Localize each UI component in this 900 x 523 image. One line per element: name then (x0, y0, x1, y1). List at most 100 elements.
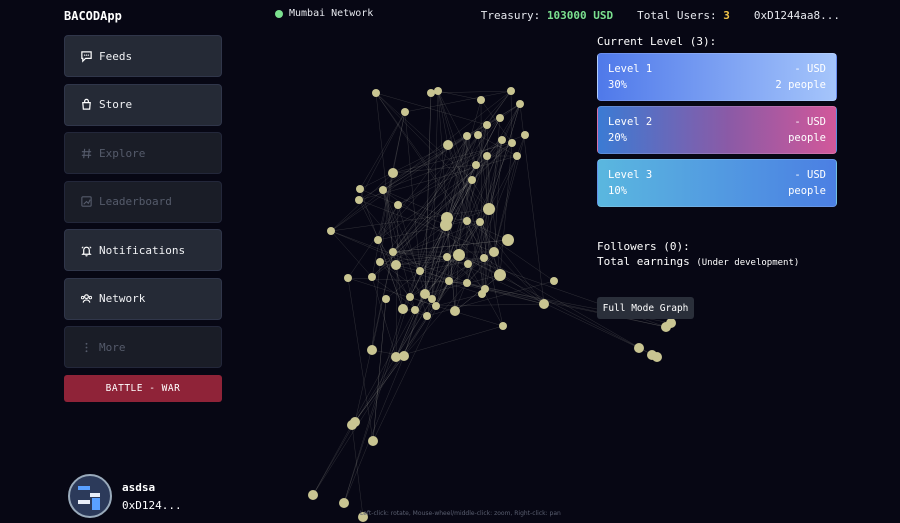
graph-edge (454, 274, 501, 312)
graph-node[interactable] (450, 306, 460, 316)
graph-node[interactable] (434, 87, 442, 95)
graph-edge (454, 274, 501, 312)
sidebar-item-leaderboard[interactable]: Leaderboard (64, 180, 222, 223)
graph-node[interactable] (358, 512, 368, 522)
graph-node[interactable] (496, 114, 504, 122)
graph-node[interactable] (513, 152, 521, 160)
sidebar-item-feeds[interactable]: Feeds (64, 35, 222, 77)
graph-node[interactable] (411, 306, 419, 314)
graph-node[interactable] (463, 132, 471, 140)
graph-node[interactable] (477, 96, 485, 104)
graph-node[interactable] (368, 273, 376, 281)
graph-edge (392, 142, 513, 174)
graph-node[interactable] (507, 87, 515, 95)
graph-node[interactable] (499, 322, 507, 330)
graph-node[interactable] (376, 258, 384, 266)
sidebar-item-store[interactable]: Store (64, 83, 222, 126)
graph-edge (397, 204, 426, 295)
level-card-3[interactable]: Level 3 10% - USD people (597, 159, 837, 207)
level-card-1[interactable]: Level 1 30% - USD 2 people (597, 53, 837, 101)
graph-node[interactable] (367, 345, 377, 355)
graph-node[interactable] (420, 289, 430, 299)
user-profile[interactable]: asdsa 0xD124... (68, 474, 182, 518)
graph-node[interactable] (394, 201, 402, 209)
graph-node[interactable] (344, 274, 352, 282)
graph-node[interactable] (634, 343, 644, 353)
graph-node[interactable] (464, 260, 472, 268)
sidebar-item-more[interactable]: More (64, 326, 222, 368)
graph-node[interactable] (494, 269, 506, 281)
graph-node[interactable] (476, 218, 484, 226)
graph-node[interactable] (480, 254, 488, 262)
graph-node[interactable] (389, 248, 397, 256)
level-card-2[interactable]: Level 2 20% - USD people (597, 106, 837, 154)
graph-node[interactable] (427, 89, 435, 97)
graph-node[interactable] (443, 253, 451, 261)
graph-edge (486, 90, 512, 126)
sidebar-item-network[interactable]: Network (64, 277, 222, 320)
graph-node[interactable] (406, 293, 414, 301)
graph-node[interactable] (666, 318, 676, 328)
level-percent: 30% (608, 79, 627, 91)
graph-node[interactable] (388, 168, 398, 178)
graph-node[interactable] (652, 352, 662, 362)
graph-node[interactable] (379, 186, 387, 194)
graph-node[interactable] (463, 279, 471, 287)
graph-node[interactable] (391, 260, 401, 270)
graph-edge (435, 221, 481, 307)
graph-node[interactable] (468, 176, 476, 184)
graph-node[interactable] (440, 219, 452, 231)
graph-node[interactable] (399, 351, 409, 361)
wallet-address[interactable]: 0xD1244aa8... (753, 9, 840, 22)
graph-node[interactable] (483, 121, 491, 129)
graph-node[interactable] (391, 352, 401, 362)
graph-node[interactable] (423, 312, 431, 320)
graph-node[interactable] (401, 108, 409, 116)
graph-edge (359, 111, 406, 190)
graph-node[interactable] (398, 304, 408, 314)
graph-edge (358, 103, 521, 201)
graph-node[interactable] (498, 136, 506, 144)
graph-node[interactable] (516, 100, 524, 108)
graph-node[interactable] (481, 285, 489, 293)
graph-node[interactable] (372, 89, 380, 97)
graph-node[interactable] (502, 234, 514, 246)
graph-node[interactable] (428, 295, 436, 303)
graph-node[interactable] (355, 196, 363, 204)
bell-icon (79, 243, 93, 257)
graph-node[interactable] (368, 436, 378, 446)
graph-node[interactable] (356, 185, 364, 193)
graph-node[interactable] (432, 302, 440, 310)
graph-node[interactable] (508, 139, 516, 147)
graph-node[interactable] (416, 267, 424, 275)
app-title: BACODApp (64, 9, 122, 23)
graph-node[interactable] (483, 152, 491, 160)
graph-node[interactable] (327, 227, 335, 235)
graph-node[interactable] (374, 236, 382, 244)
graph-node[interactable] (472, 161, 480, 169)
sidebar-item-notifications[interactable]: Notifications (64, 229, 222, 271)
graph-node[interactable] (463, 217, 471, 225)
graph-node[interactable] (453, 249, 465, 261)
graph-node[interactable] (539, 299, 549, 309)
graph-node[interactable] (443, 140, 453, 150)
graph-edge (424, 274, 501, 295)
followers-stats: Followers (0): Total earnings (Under dev… (597, 239, 799, 271)
avatar[interactable] (68, 474, 112, 518)
graph-node[interactable] (445, 277, 453, 285)
graph-node[interactable] (382, 295, 390, 303)
graph-node[interactable] (347, 420, 357, 430)
full-mode-graph-button[interactable]: Full Mode Graph (597, 297, 694, 319)
graph-edge (343, 296, 411, 504)
graph-node[interactable] (339, 498, 349, 508)
battle-war-button[interactable]: BATTLE - WAR (64, 374, 222, 402)
graph-node[interactable] (483, 203, 495, 215)
graph-node[interactable] (521, 131, 529, 139)
graph-node[interactable] (550, 277, 558, 285)
graph-node[interactable] (308, 490, 318, 500)
treasury-label: Treasury: (480, 9, 541, 22)
sidebar-item-explore[interactable]: Explore (64, 132, 222, 174)
graph-node[interactable] (474, 131, 482, 139)
graph-node[interactable] (489, 247, 499, 257)
